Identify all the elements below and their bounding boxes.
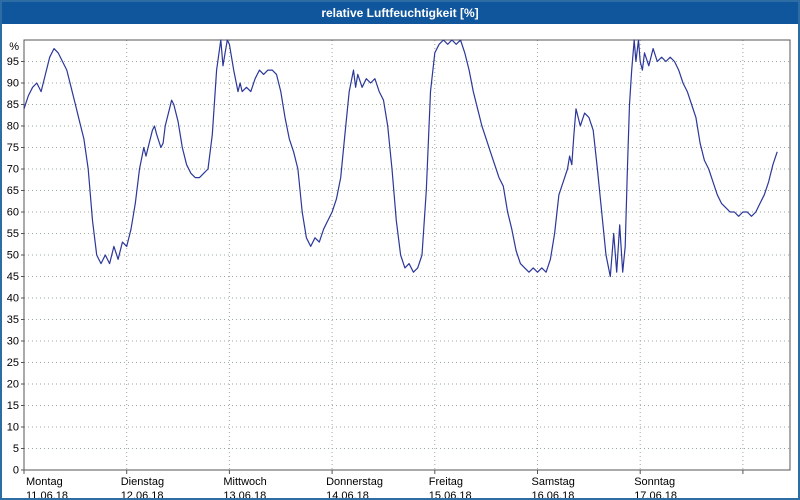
y-tick-label: 45 bbox=[7, 271, 19, 283]
y-tick-label: 80 bbox=[7, 121, 19, 133]
day-name-label: Mittwoch bbox=[223, 476, 266, 488]
y-tick-label: 60 bbox=[7, 207, 19, 219]
day-name-label: Montag bbox=[26, 476, 63, 488]
title-bar: relative Luftfeuchtigkeit [%] bbox=[2, 2, 798, 24]
y-tick-label: 15 bbox=[7, 400, 19, 412]
day-date-label: 12.06.18 bbox=[121, 490, 164, 498]
day-date-label: 16.06.18 bbox=[532, 490, 575, 498]
day-date-label: 17.06.18 bbox=[634, 490, 677, 498]
y-tick-label: 0 bbox=[13, 465, 19, 477]
y-tick-label: 25 bbox=[7, 357, 19, 369]
humidity-chart: 0 5 10 15 20 25 30 35 40 45 50 55 60 65 70 75 80 85 90 95% M… bbox=[7, 39, 791, 498]
y-tick-label: 20 bbox=[7, 379, 19, 391]
day-date-label: 11.06.18 bbox=[26, 490, 68, 498]
chart-title: relative Luftfeuchtigkeit [%] bbox=[321, 6, 479, 20]
humidity-line bbox=[23, 39, 778, 278]
chart-area: 0 5 10 15 20 25 30 35 40 45 50 55 60 65 70 75 80 85 90 95% M… bbox=[2, 24, 798, 498]
y-tick-label: 85 bbox=[7, 99, 19, 111]
y-axis-unit: % bbox=[9, 41, 19, 53]
day-date-label: 13.06.18 bbox=[223, 490, 266, 498]
y-tick-label: 70 bbox=[7, 164, 19, 176]
plot-border bbox=[23, 39, 791, 471]
y-tick-label: 35 bbox=[7, 314, 19, 326]
day-date-label: 15.06.18 bbox=[429, 490, 472, 498]
y-tick-label: 30 bbox=[7, 336, 19, 348]
y-tick-label: 10 bbox=[7, 422, 19, 434]
day-date-label: 14.06.18 bbox=[326, 490, 369, 498]
day-name-label: Dienstag bbox=[121, 476, 164, 488]
y-tick-label: 95 bbox=[7, 56, 19, 68]
y-tick-label: 55 bbox=[7, 228, 19, 240]
y-tick-label: 90 bbox=[7, 78, 19, 90]
day-name-label: Sonntag bbox=[634, 476, 675, 488]
y-tick-label: 50 bbox=[7, 250, 19, 262]
y-tick-label: 40 bbox=[7, 293, 19, 305]
y-tick-label: 75 bbox=[7, 142, 19, 154]
y-tick-label: 65 bbox=[7, 185, 19, 197]
day-name-label: Freitag bbox=[429, 476, 463, 488]
day-name-label: Samstag bbox=[532, 476, 575, 488]
y-tick-label: 5 bbox=[13, 443, 19, 455]
day-name-label: Donnerstag bbox=[326, 476, 383, 488]
